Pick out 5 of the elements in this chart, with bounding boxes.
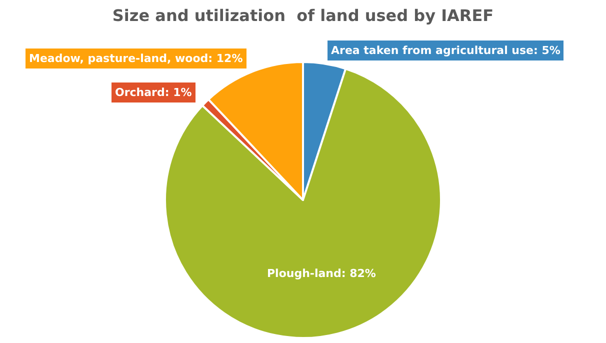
slice-label: Plough-land: 82% [267, 267, 376, 280]
slice-label: Meadow, pasture-land, wood: 12% [29, 52, 243, 65]
slice-label: Orchard: 1% [115, 86, 192, 99]
slice-label: Area taken from agricultural use: 5% [331, 44, 560, 57]
chart-title: Size and utilization of land used by IAREF [112, 6, 494, 26]
